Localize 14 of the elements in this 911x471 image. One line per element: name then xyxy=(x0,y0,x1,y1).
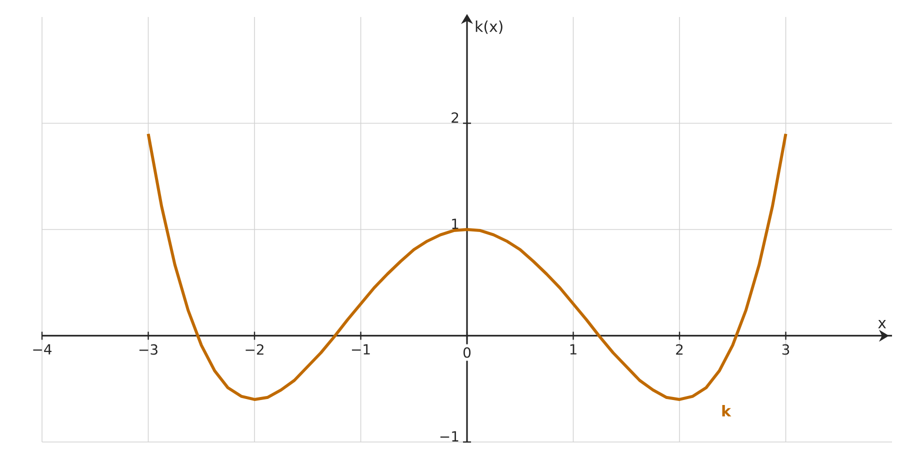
x-tick-label: 3 xyxy=(782,344,790,355)
x-tick-label: 2 xyxy=(676,344,683,355)
x-tick-label: −1 xyxy=(352,344,370,354)
x-tick-label: −2 xyxy=(246,344,264,355)
y-tick-label: 2 xyxy=(452,112,458,123)
series-label: k xyxy=(722,405,732,416)
y-axis-title: k(x) xyxy=(476,20,502,34)
y-tick-label: 1 xyxy=(452,218,458,229)
x-tick-label: −4 xyxy=(33,344,52,354)
x-axis-title: x xyxy=(878,320,886,328)
x-tick-label: −3 xyxy=(139,344,158,355)
x-tick-label: 0 xyxy=(463,347,471,358)
x-tick-label: 1 xyxy=(570,344,576,354)
y-tick-label: −1 xyxy=(440,431,458,442)
